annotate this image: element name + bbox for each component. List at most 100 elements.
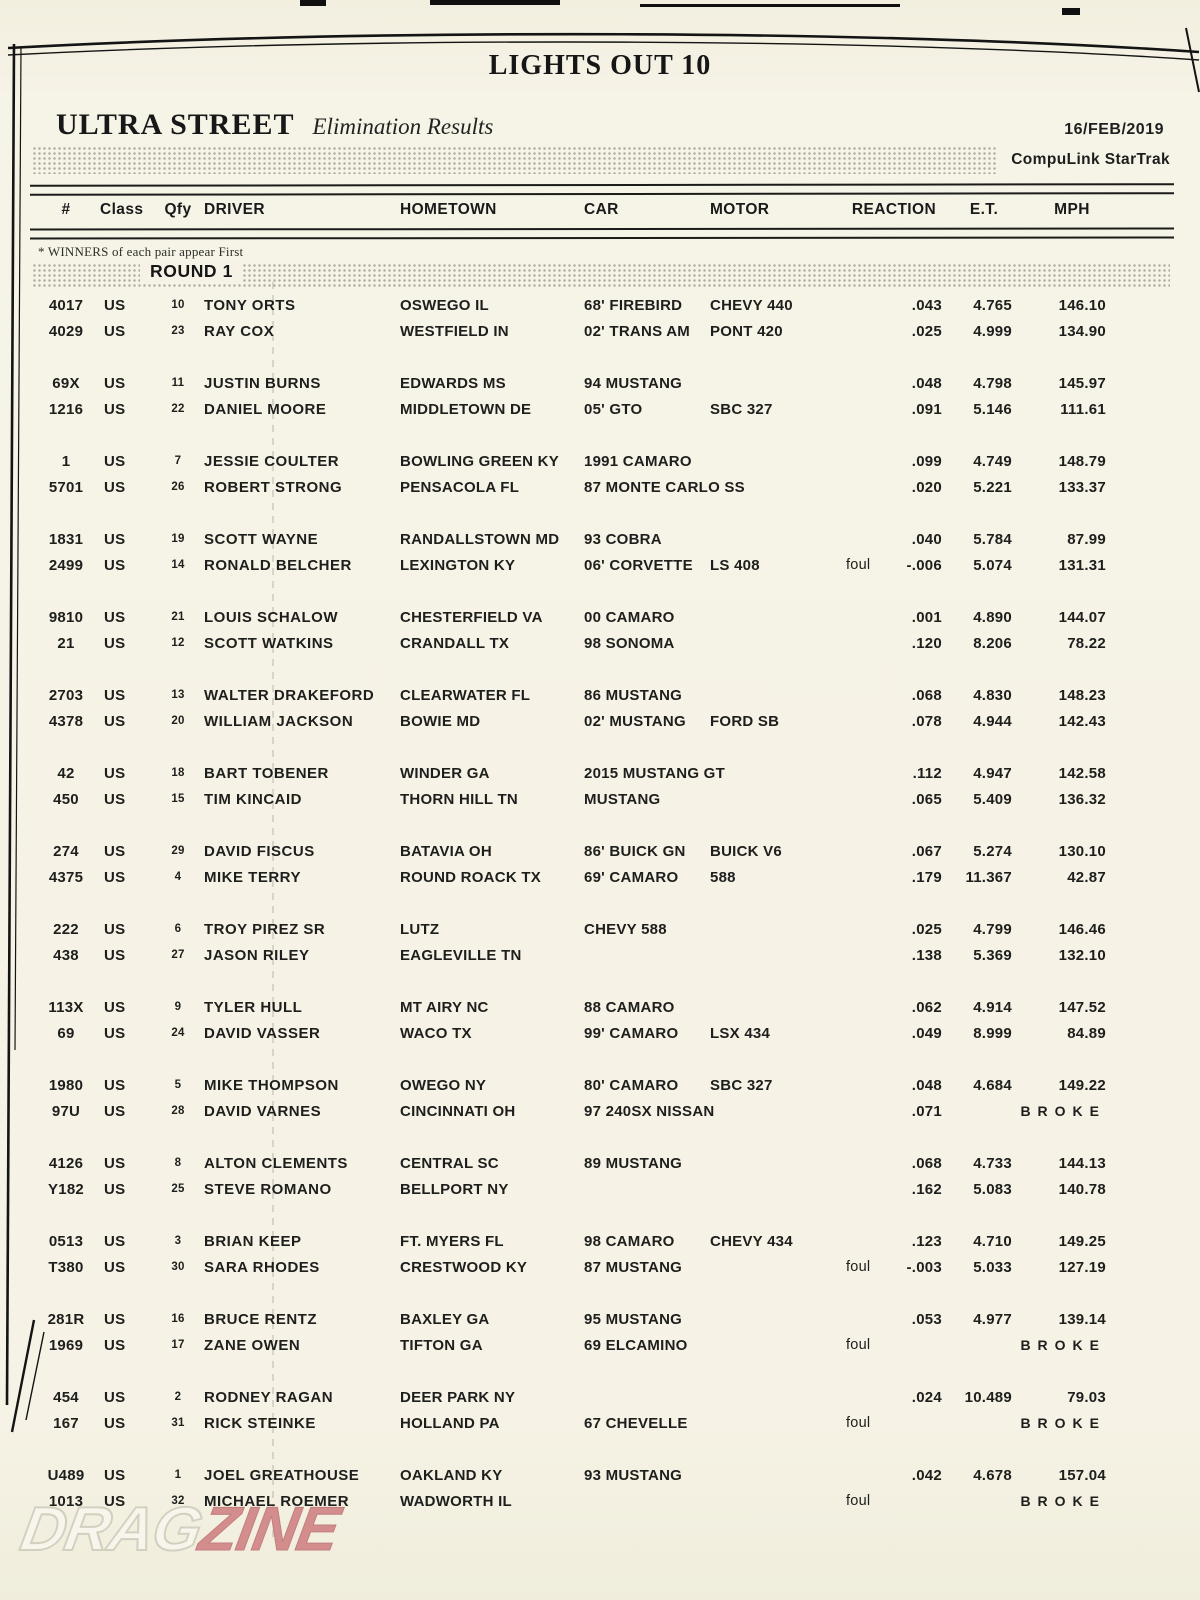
mph-cell: 78.22 — [1067, 634, 1106, 652]
qualify-cell: 17 — [171, 1339, 185, 1351]
halftone-band-top: CompuLink StarTrak — [32, 146, 1170, 174]
qualify-cell: 23 — [171, 325, 185, 337]
hometown-cell: DEER PARK NY — [400, 1388, 516, 1406]
watermark-zine: ZINE — [194, 1495, 344, 1565]
hometown-cell: BAXLEY GA — [400, 1310, 490, 1328]
car-cell: 87 MUSTANG — [584, 1258, 683, 1276]
reaction-cell: .043 — [846, 297, 942, 314]
mph-cell: 144.13 — [1058, 1154, 1106, 1172]
entry-number-cell: 4017 — [48, 296, 84, 314]
mph-cell: 147.52 — [1058, 998, 1106, 1016]
class-cell: US — [104, 1492, 126, 1510]
reaction-cell: foul — [846, 1337, 942, 1353]
reaction-cell: .025 — [846, 323, 942, 340]
hometown-cell: TIFTON GA — [400, 1336, 483, 1354]
reaction-value — [892, 1337, 942, 1353]
class-cell: US — [104, 374, 126, 392]
car-cell: 88 CAMARO — [584, 998, 675, 1016]
mph-cell: 127.19 — [1058, 1258, 1106, 1276]
table-row: 1831 US 19 SCOTT WAYNE RANDALLSTOWN MD 9… — [32, 526, 1118, 552]
entry-number-cell: 1216 — [48, 400, 84, 418]
foul-flag — [846, 921, 892, 938]
car-cell: MUSTANG — [584, 790, 661, 808]
reaction-cell: .024 — [846, 1389, 942, 1406]
driver-cell: SCOTT WAYNE — [204, 530, 319, 548]
mph-cell: 111.61 — [1060, 400, 1106, 418]
class-cell: US — [104, 478, 126, 496]
motor-cell: 588 — [710, 868, 736, 886]
qualify-cell: 27 — [171, 949, 185, 961]
car-cell: 69' CAMARO — [584, 868, 679, 886]
hometown-cell: RANDALLSTOWN MD — [400, 530, 560, 548]
table-row: U489 US 1 JOEL GREATHOUSE OAKLAND KY 93 … — [32, 1462, 1118, 1488]
qualify-cell: 20 — [171, 715, 185, 727]
class-cell: US — [104, 1154, 126, 1172]
col-header-et: E.T. — [969, 201, 999, 218]
reaction-cell: .078 — [846, 713, 942, 730]
car-cell: 95 MUSTANG — [584, 1310, 683, 1328]
et-cell: 4.765 — [973, 296, 1012, 314]
table-row: 4378 US 20 WILLIAM JACKSON BOWIE MD 02' … — [32, 708, 1118, 734]
entry-number-cell: 2703 — [48, 686, 84, 704]
race-pair: U489 US 1 JOEL GREATHOUSE OAKLAND KY 93 … — [32, 1462, 1118, 1514]
foul-flag: foul — [846, 1337, 871, 1353]
class-cell: US — [104, 946, 126, 964]
driver-cell: JOEL GREATHOUSE — [204, 1466, 360, 1484]
foul-flag — [846, 869, 892, 886]
entry-number-cell: 69X — [52, 374, 80, 392]
entry-number-cell: 42 — [57, 764, 75, 782]
class-cell: US — [104, 712, 126, 730]
et-cell: 5.369 — [973, 946, 1012, 964]
qualify-cell: 1 — [174, 1469, 182, 1481]
column-headers: # Class Qfy DRIVER HOMETOWN CAR MOTOR RE… — [32, 194, 1118, 226]
qualify-cell: 21 — [171, 611, 185, 623]
et-cell: 8.999 — [973, 1024, 1012, 1042]
car-cell: 86' BUICK GN — [584, 842, 686, 860]
col-header-car: CAR — [584, 201, 619, 218]
class-cell: US — [104, 1258, 126, 1276]
event-title: LIGHTS OUT 10 — [488, 50, 712, 81]
driver-cell: MICHAEL ROEMER — [204, 1492, 350, 1510]
motor-cell: LSX 434 — [710, 1024, 771, 1042]
reaction-value: .071 — [911, 1102, 942, 1120]
col-header-reaction: REACTION — [851, 201, 937, 218]
reaction-cell: .071 — [846, 1103, 942, 1120]
entry-number-cell: U489 — [47, 1466, 85, 1484]
entry-number-cell: 4126 — [48, 1154, 84, 1172]
hometown-cell: ROUND ROACK TX — [400, 868, 541, 886]
et-cell: 4.749 — [973, 452, 1012, 470]
driver-cell: WILLIAM JACKSON — [204, 712, 354, 730]
race-pair: 42 US 18 BART TOBENER WINDER GA 2015 MUS… — [32, 760, 1118, 812]
qualify-cell: 18 — [171, 767, 185, 779]
driver-cell: RODNEY RAGAN — [204, 1388, 334, 1406]
qualify-cell: 15 — [171, 793, 185, 805]
table-row: 274 US 29 DAVID FISCUS BATAVIA OH 86' BU… — [32, 838, 1118, 864]
reaction-cell: .040 — [846, 531, 942, 548]
entry-number-cell: 4378 — [48, 712, 84, 730]
et-cell: 5.033 — [973, 1258, 1012, 1276]
car-cell: 02' MUSTANG — [584, 712, 686, 730]
class-cell: US — [104, 1336, 126, 1354]
mph-cell: 139.14 — [1058, 1310, 1106, 1328]
et-cell: 4.684 — [973, 1076, 1012, 1094]
race-pair: 454 US 2 RODNEY RAGAN DEER PARK NY .024 … — [32, 1384, 1118, 1436]
qualify-cell: 24 — [171, 1027, 185, 1039]
et-cell: 5.146 — [973, 400, 1012, 418]
table-row: 113X US 9 TYLER HULL MT AIRY NC 88 CAMAR… — [32, 994, 1118, 1020]
class-cell: US — [104, 842, 126, 860]
reaction-value: .067 — [911, 842, 942, 860]
class-cell: US — [104, 452, 126, 470]
car-cell: 97 240SX NISSAN — [584, 1102, 715, 1120]
entry-number-cell: 2499 — [48, 556, 84, 574]
foul-flag — [846, 635, 892, 652]
driver-cell: TIM KINCAID — [204, 790, 302, 808]
reaction-value: .112 — [912, 764, 942, 782]
race-pair: 274 US 29 DAVID FISCUS BATAVIA OH 86' BU… — [32, 838, 1118, 890]
car-cell: 02' TRANS AM — [584, 322, 691, 340]
hometown-cell: WADWORTH IL — [400, 1492, 512, 1510]
qualify-cell: 8 — [174, 1157, 182, 1169]
broke-cell: BROKE — [1020, 1337, 1106, 1353]
broke-cell: BROKE — [1020, 1103, 1106, 1119]
qualify-cell: 14 — [171, 559, 185, 571]
